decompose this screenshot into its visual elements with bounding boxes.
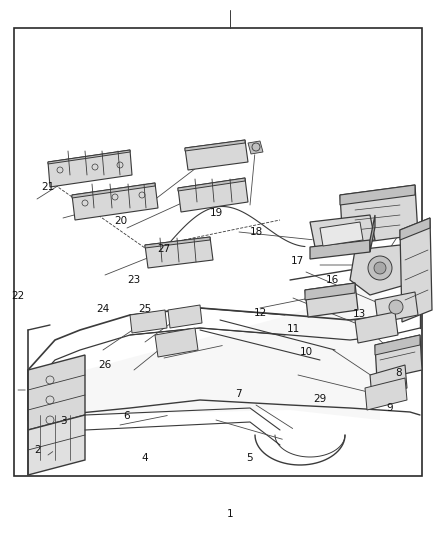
Polygon shape (310, 240, 370, 259)
Polygon shape (340, 185, 415, 205)
Polygon shape (185, 140, 248, 170)
Polygon shape (178, 178, 245, 191)
Circle shape (389, 300, 403, 314)
Text: 24: 24 (96, 304, 110, 314)
Text: 11: 11 (287, 325, 300, 334)
Text: 27: 27 (158, 245, 171, 254)
Polygon shape (145, 237, 213, 268)
Text: 2: 2 (34, 446, 41, 455)
Polygon shape (305, 283, 355, 300)
Polygon shape (365, 378, 407, 410)
Text: 13: 13 (353, 310, 366, 319)
Polygon shape (355, 312, 398, 343)
Polygon shape (48, 150, 130, 164)
Polygon shape (375, 335, 422, 380)
Polygon shape (155, 328, 198, 357)
Circle shape (368, 256, 392, 280)
Text: 10: 10 (300, 347, 313, 357)
Polygon shape (305, 283, 358, 317)
Text: 9: 9 (386, 403, 393, 413)
Polygon shape (72, 183, 155, 198)
Polygon shape (28, 415, 85, 475)
Polygon shape (310, 215, 375, 247)
Text: 26: 26 (99, 360, 112, 370)
Text: 25: 25 (138, 304, 151, 314)
Bar (14, 28, 422, 476)
Text: 4: 4 (141, 454, 148, 463)
Polygon shape (185, 140, 245, 151)
Text: 3: 3 (60, 416, 67, 426)
Polygon shape (400, 218, 432, 322)
Text: 21: 21 (42, 182, 55, 191)
Polygon shape (178, 178, 248, 212)
Polygon shape (375, 335, 420, 355)
Polygon shape (28, 355, 85, 430)
Polygon shape (320, 222, 363, 246)
Text: 19: 19 (210, 208, 223, 218)
Polygon shape (340, 185, 418, 245)
Polygon shape (28, 280, 380, 430)
Text: 5: 5 (246, 454, 253, 463)
Text: 29: 29 (313, 394, 326, 403)
Polygon shape (48, 150, 132, 187)
Polygon shape (248, 141, 263, 154)
Text: 8: 8 (395, 368, 402, 378)
Polygon shape (72, 183, 158, 220)
Polygon shape (400, 218, 430, 240)
Text: 1: 1 (226, 510, 233, 519)
Text: 18: 18 (250, 227, 263, 237)
Polygon shape (168, 305, 202, 328)
Text: 12: 12 (254, 309, 267, 318)
Text: 6: 6 (124, 411, 131, 421)
Polygon shape (375, 292, 418, 323)
Text: 20: 20 (114, 216, 127, 226)
Text: 16: 16 (326, 275, 339, 285)
Polygon shape (350, 245, 410, 295)
Text: 17: 17 (291, 256, 304, 266)
Polygon shape (130, 310, 167, 333)
Polygon shape (370, 365, 407, 398)
Polygon shape (370, 215, 375, 252)
Text: 22: 22 (11, 291, 24, 301)
Circle shape (374, 262, 386, 274)
Text: 23: 23 (127, 275, 140, 285)
Text: 7: 7 (235, 390, 242, 399)
Polygon shape (145, 237, 210, 248)
